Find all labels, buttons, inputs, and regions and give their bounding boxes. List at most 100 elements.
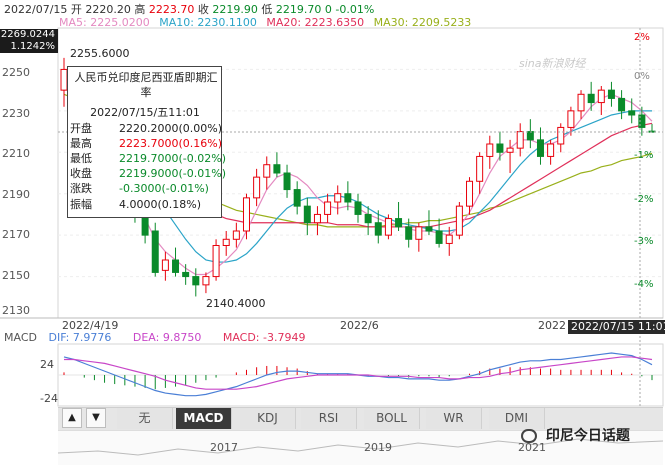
macd-series bbox=[63, 352, 653, 397]
candle-up bbox=[253, 176, 261, 199]
crosshair-price-tag: 2269.0244 1.1242% bbox=[0, 29, 58, 53]
candle-down bbox=[638, 114, 646, 128]
candle-up bbox=[506, 147, 514, 153]
candle-down bbox=[303, 205, 311, 224]
pct-tick: -2% bbox=[634, 194, 654, 205]
candle-down bbox=[395, 218, 403, 228]
change-value: 0 bbox=[324, 3, 332, 16]
tab-macd[interactable]: MACD bbox=[176, 408, 232, 429]
low-value: 2219.70 bbox=[275, 3, 322, 16]
tab-kdj[interactable]: KDJ bbox=[240, 408, 296, 429]
crosshair-pct: 1.1242% bbox=[10, 41, 56, 52]
tab-wr[interactable]: WR bbox=[426, 408, 482, 429]
y-tick: 2150 bbox=[2, 269, 30, 282]
candle-up bbox=[263, 164, 271, 178]
tooltip-date-text: 2022/07/15/五11:01 bbox=[90, 106, 200, 119]
candle-up bbox=[324, 201, 332, 215]
candle-up bbox=[486, 143, 494, 157]
range-overview[interactable] bbox=[57, 430, 664, 465]
overview-year: 2017 bbox=[210, 441, 238, 454]
tooltip-key: 最低 bbox=[70, 152, 92, 165]
ma10-legend: MA10: 2230.1100 bbox=[159, 16, 257, 29]
tooltip-row: 最低 2219.7000(-0.02%) bbox=[70, 152, 226, 166]
tab-dmi[interactable]: DMI bbox=[489, 408, 545, 429]
candle-up bbox=[242, 197, 250, 232]
pct-tick: 2% bbox=[634, 32, 650, 43]
tooltip-row: 开盘 2220.2000(0.00%) bbox=[70, 122, 223, 136]
candle-down bbox=[283, 172, 291, 191]
tab-boll[interactable]: BOLL bbox=[364, 408, 420, 429]
tooltip-row: 振幅 4.0000(0.18%) bbox=[70, 198, 220, 212]
overview-year: 2019 bbox=[364, 441, 392, 454]
y-tick: 2250 bbox=[2, 66, 30, 79]
high-label: 高 bbox=[134, 3, 146, 16]
candle-up bbox=[557, 126, 565, 145]
candle-up bbox=[567, 110, 575, 128]
open-value: 2220.20 bbox=[85, 3, 131, 16]
candle-down bbox=[405, 226, 413, 240]
candle-up bbox=[212, 245, 220, 278]
candle-up bbox=[597, 89, 605, 104]
candle-down bbox=[374, 222, 382, 236]
macd-value: MACD: -3.7949 bbox=[222, 331, 306, 344]
tooltip-key: 最高 bbox=[70, 137, 92, 150]
y-tick: 2190 bbox=[2, 188, 30, 201]
macd-y-top: 24 bbox=[40, 358, 54, 371]
tooltip-value: 2219.7000(-0.02%) bbox=[119, 152, 226, 165]
candle-up bbox=[547, 143, 555, 157]
y-tick: 2210 bbox=[2, 147, 30, 160]
y-tick: 2230 bbox=[2, 107, 30, 120]
candle-down bbox=[344, 193, 352, 203]
candle-down bbox=[364, 213, 372, 224]
wechat-watermark: 印尼今日话题 bbox=[521, 425, 630, 445]
sina-watermark: sina新浪财经 bbox=[519, 57, 586, 70]
change-pct: -0.01% bbox=[335, 3, 375, 16]
candle-down bbox=[496, 143, 504, 153]
candle-up bbox=[232, 230, 240, 240]
candle-down bbox=[587, 93, 595, 104]
macd-dif: DIF: 7.9776 bbox=[48, 331, 112, 344]
overview-year: 2021 bbox=[518, 441, 546, 454]
candle-down bbox=[182, 271, 190, 278]
wechat-account-name: 印尼今日话题 bbox=[545, 428, 630, 444]
candle-up bbox=[202, 276, 210, 286]
ma-legend: MA5: 2225.0200 MA10: 2230.1100 MA20: 222… bbox=[59, 16, 471, 29]
tab-rsi[interactable]: RSI bbox=[301, 408, 357, 429]
x-label: 2022/6 bbox=[340, 319, 379, 332]
max-price-annotation: 2255.6000 bbox=[70, 47, 130, 60]
macd-legend: MACD DIF: 7.9776 DEA: 9.8750 MACD: -3.79… bbox=[4, 331, 305, 344]
tab-none[interactable]: 无 bbox=[117, 408, 173, 429]
candle-down bbox=[607, 89, 615, 99]
scroll-left-button[interactable]: ▲ bbox=[62, 408, 82, 428]
candle-down bbox=[273, 164, 281, 174]
close-label: 收 bbox=[197, 3, 209, 16]
tooltip-title: 人民币兑印度尼西亚盾即期汇率 bbox=[74, 71, 218, 99]
candle-down bbox=[151, 230, 159, 273]
candle-up bbox=[384, 218, 392, 236]
pct-tick: -1% bbox=[634, 150, 654, 161]
candle-up bbox=[476, 155, 484, 182]
candle-down bbox=[526, 131, 534, 141]
candle-down bbox=[192, 276, 200, 286]
scroll-right-button[interactable]: ▼ bbox=[86, 408, 106, 428]
y-tick: 2130 bbox=[2, 304, 30, 317]
candle-up bbox=[161, 259, 169, 271]
ma20-legend: MA20: 2223.6350 bbox=[266, 16, 365, 29]
tooltip-key: 振幅 bbox=[70, 198, 92, 211]
macd-dea: DEA: 9.8750 bbox=[132, 331, 202, 344]
min-price-annotation: 2140.4000 bbox=[206, 297, 266, 310]
y-tick: 2170 bbox=[2, 228, 30, 241]
candle-up bbox=[577, 93, 585, 112]
tooltip-row: 收盘 2219.9000(-0.01%) bbox=[70, 167, 226, 181]
tooltip-row: 涨跌 -0.3000(-0.01%) bbox=[70, 182, 220, 196]
candle-up bbox=[516, 131, 524, 149]
candle-up bbox=[313, 213, 321, 224]
pct-tick: 0% bbox=[634, 71, 650, 82]
tooltip-row: 最高 2223.7000(0.16%) bbox=[70, 137, 222, 151]
quote-date: 2022/07/15 bbox=[4, 3, 68, 16]
crosshair-price: 2269.0244 bbox=[0, 29, 55, 40]
tooltip-key: 开盘 bbox=[70, 122, 92, 135]
tooltip-value: 2219.9000(-0.01%) bbox=[119, 167, 226, 180]
tooltip-value: 2220.2000(0.00%) bbox=[119, 122, 223, 135]
close-value: 2219.90 bbox=[212, 3, 258, 16]
